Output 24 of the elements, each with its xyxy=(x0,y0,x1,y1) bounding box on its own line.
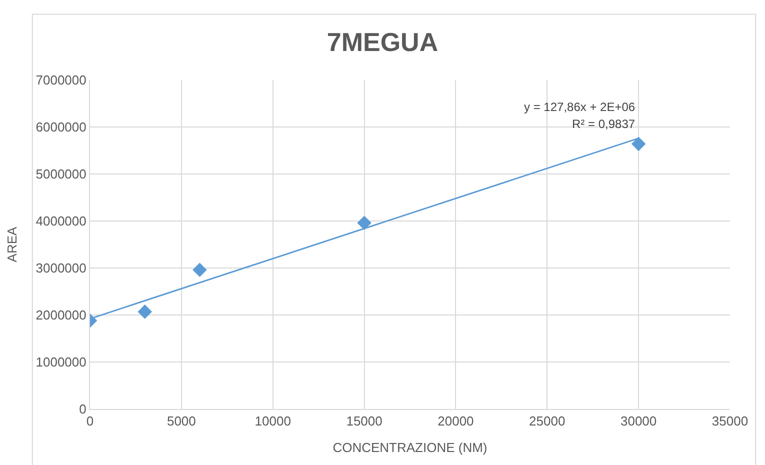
x-tick-label: 10000 xyxy=(254,414,291,429)
y-tick-label: 4000000 xyxy=(36,214,86,229)
x-tick-label: 25000 xyxy=(529,414,566,429)
chart-title: 7MEGUA xyxy=(326,26,438,57)
point xyxy=(631,136,646,152)
y-tick-label: 7000000 xyxy=(36,72,86,88)
y-tick-label: 6000000 xyxy=(36,120,86,135)
y-axis-title: AREA xyxy=(4,226,20,262)
annotation: R² = 0,9837 xyxy=(572,117,636,131)
x-tick-label: 30000 xyxy=(620,414,657,429)
y-tick-label: 3000000 xyxy=(36,260,86,276)
x-tick-label: 20000 xyxy=(438,414,474,429)
annotation: y = 127,86x + 2E+06 xyxy=(524,100,636,114)
x-axis-title: CONCENTRAZIONE (NM) xyxy=(332,440,488,456)
point xyxy=(138,304,152,319)
y-tick-label: 1000000 xyxy=(36,354,86,370)
x-tick-label: 5000 xyxy=(166,414,196,429)
point xyxy=(357,216,372,230)
x-tick-label: 35000 xyxy=(712,414,748,429)
point xyxy=(192,262,207,278)
x-tick-label: 15000 xyxy=(346,414,382,429)
y-tick-label: 5000000 xyxy=(36,166,86,182)
y-tick-label: 2000000 xyxy=(36,308,86,323)
y-tick-label: 0 xyxy=(79,402,86,417)
